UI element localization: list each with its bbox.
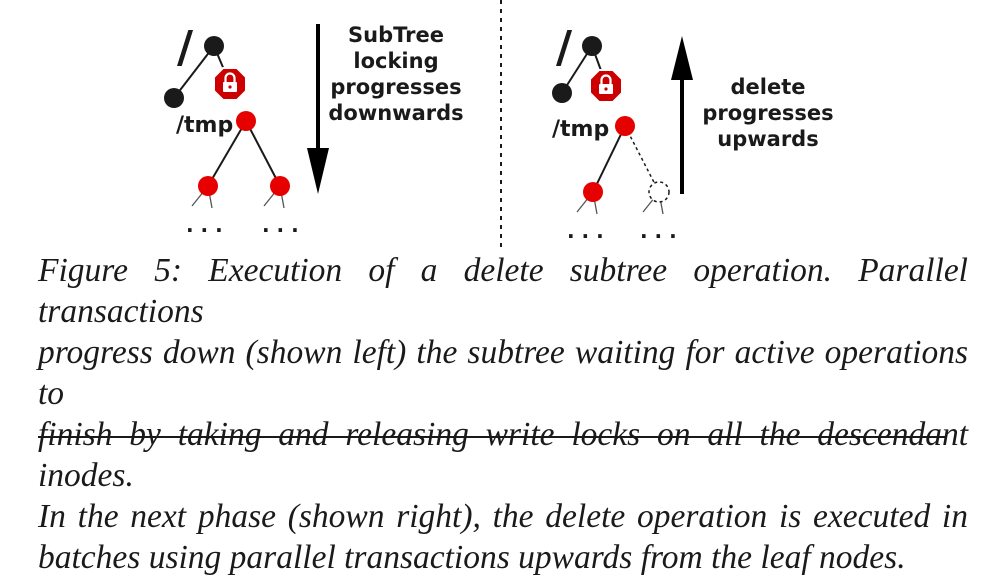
left-arrow-text-3: progresses — [330, 75, 461, 99]
right-arrow-text-2: progresses — [702, 101, 833, 125]
left-ellipsis-1: . . . — [186, 213, 223, 237]
caption-line-5: batches using parallel transactions upwa… — [38, 539, 906, 576]
caption-line-2: progress down (shown left) the subtree w… — [38, 334, 968, 412]
left-arrow-text-1: SubTree — [348, 23, 444, 47]
caption-line-3: finish by taking and releasing write loc… — [38, 416, 968, 494]
caption-line-1: Figure 5: Execution of a delete subtree … — [38, 252, 968, 330]
caption-rule — [38, 436, 946, 438]
left-arrow-text-4: downwards — [328, 101, 463, 125]
right-tmp-node — [615, 116, 635, 136]
right-sibling-node — [552, 83, 572, 103]
figure-diagram: / /tmp . . . . . . SubTree locking progr… — [164, 0, 834, 248]
right-deleted-node — [648, 181, 670, 203]
right-root-label: / — [556, 22, 573, 73]
left-root-node — [204, 36, 224, 56]
left-panel: / /tmp . . . . . . SubTree locking progr… — [164, 22, 464, 237]
up-arrow — [671, 36, 693, 194]
right-dir-label: /tmp — [552, 117, 609, 142]
left-sibling-node — [164, 88, 184, 108]
left-child-node-2 — [270, 176, 290, 196]
right-root-node — [582, 36, 602, 56]
left-root-label: / — [177, 22, 194, 73]
left-arrow-text-2: locking — [353, 49, 438, 73]
left-tmp-node — [236, 111, 256, 131]
down-arrow — [307, 24, 329, 194]
right-child-node — [583, 182, 603, 202]
figure-caption: Figure 5: Execution of a delete subtree … — [38, 250, 968, 578]
left-child-node-1 — [198, 176, 218, 196]
right-ellipsis-1: . . . — [567, 219, 604, 243]
right-ellipsis-2: . . . — [640, 219, 677, 243]
lock-icon — [213, 67, 247, 101]
right-arrow-text-3: upwards — [717, 127, 818, 151]
right-panel: / /tmp . . . . . . delete progresses upw… — [552, 22, 834, 243]
lock-icon — [589, 69, 623, 103]
right-arrow-text-1: delete — [731, 75, 806, 99]
left-dir-label: /tmp — [176, 113, 233, 138]
left-ellipsis-2: . . . — [262, 213, 299, 237]
caption-line-4: In the next phase (shown right), the del… — [38, 498, 968, 535]
